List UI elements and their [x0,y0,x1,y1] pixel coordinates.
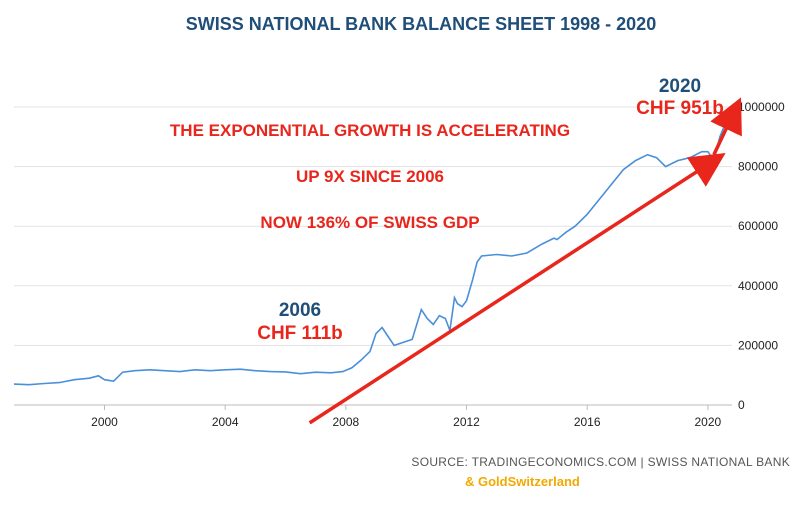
y-tick-label: 600000 [738,219,778,233]
trend-arrows [308,97,742,425]
trend-arrow-2 [710,97,742,156]
y-axis-ticks: 0 200000 400000 600000 800000 1000000 [738,100,785,412]
annotation-value-2020: CHF 951b [636,98,724,119]
x-tick-label: 2012 [453,415,480,429]
credit-note: & GoldSwitzerland [465,474,580,489]
source-note: SOURCE: TRADINGECONOMICS.COM | SWISS NAT… [411,455,790,469]
y-tick-label: 1000000 [738,100,785,114]
x-tick-label: 2008 [332,415,359,429]
annotation-year-2020: 2020 [659,76,701,97]
y-tick-label: 200000 [738,338,778,352]
annotation-year-2006: 2006 [279,300,321,321]
annotation-up-9x: UP 9X SINCE 2006 [296,167,444,186]
annotation-exponential-growth: THE EXPONENTIAL GROWTH IS ACCELERATING [170,121,570,140]
gridlines [14,106,732,406]
y-tick-label: 400000 [738,279,778,293]
trend-arrow-1 [308,153,726,425]
x-tick-label: 2016 [574,415,601,429]
x-axis-ticks: 2000 2004 2008 2012 2016 2020 [91,405,722,429]
annotation-value-2006: CHF 111b [257,323,343,344]
x-tick-label: 2004 [212,415,239,429]
x-tick-label: 2000 [91,415,118,429]
x-tick-label: 2020 [695,415,722,429]
y-tick-label: 0 [738,398,745,412]
chart-title: SWISS NATIONAL BANK BALANCE SHEET 1998 -… [186,14,656,34]
balance-sheet-line [13,121,727,386]
y-tick-label: 800000 [738,160,778,174]
annotation-pct-gdp: NOW 136% OF SWISS GDP [260,213,479,232]
